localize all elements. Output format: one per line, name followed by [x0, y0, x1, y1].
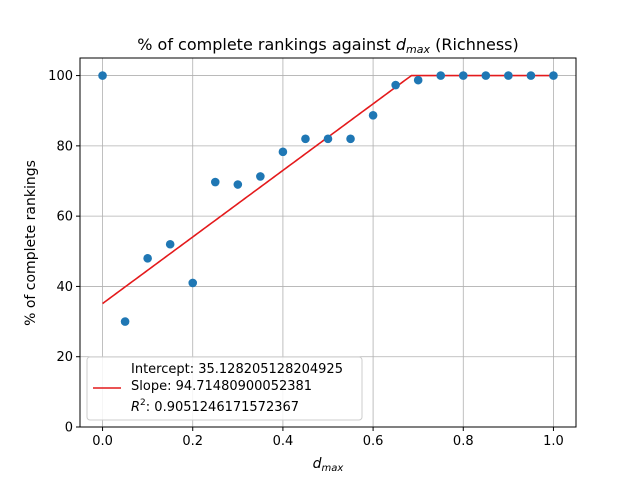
- x-axis-label: dmax: [313, 456, 344, 474]
- legend-r2: R2: 0.9051246171572367: [131, 398, 299, 415]
- data-point: [481, 71, 491, 80]
- fit-line-layer: [102, 74, 554, 305]
- chart-title: % of complete rankings against dmax (Ric…: [137, 35, 518, 56]
- data-point: [346, 134, 355, 144]
- x-axis-ticks: 0.0 0.2 0.4 0.6 0.8 1.0: [92, 427, 564, 449]
- points-layer: [98, 71, 558, 326]
- data-point: [210, 177, 220, 187]
- data-point: [278, 147, 288, 157]
- legend-slope: Slope: 94.71480900052381: [131, 379, 312, 394]
- legend-r2-prefix: R: [131, 400, 140, 415]
- data-point: [301, 134, 310, 144]
- x-tick-label: 0.0: [92, 434, 113, 449]
- y-axis-ticks: 0 20 40 60 80 100: [48, 69, 80, 436]
- data-point: [549, 71, 558, 80]
- chart-title-suffix: (Richness): [430, 35, 519, 54]
- x-tick-label: 0.6: [363, 434, 384, 449]
- data-point: [98, 71, 107, 80]
- x-axis-label-sub: max: [322, 463, 344, 474]
- legend-intercept: Intercept: 35.128205128204925: [131, 362, 343, 377]
- data-point: [256, 172, 265, 181]
- data-point: [504, 71, 513, 80]
- data-point: [526, 71, 536, 80]
- legend-r2-value: : 0.9051246171572367: [146, 400, 299, 415]
- data-point: [143, 254, 152, 263]
- x-axis-label-var: d: [313, 456, 322, 472]
- legend-box: [86, 356, 363, 421]
- data-point: [391, 80, 400, 90]
- legend-r2-sup: 2: [140, 398, 146, 408]
- axes-frame: [79, 57, 577, 428]
- data-point: [233, 180, 243, 189]
- y-tick-label: 60: [56, 210, 73, 225]
- y-axis-label: % of complete rankings: [23, 160, 39, 326]
- data-point: [165, 239, 175, 249]
- y-tick-label: 0: [65, 421, 73, 436]
- data-point: [188, 278, 198, 288]
- y-tick-label: 40: [56, 280, 73, 295]
- y-tick-label: 20: [56, 350, 73, 365]
- legend: Intercept: 35.128205128204925 Slope: 94.…: [86, 356, 363, 421]
- x-tick-label: 0.8: [453, 434, 474, 449]
- data-point: [436, 71, 446, 80]
- chart-title-main: % of complete rankings against: [137, 35, 396, 54]
- chart-title-sub: max: [406, 43, 430, 56]
- data-point: [458, 71, 468, 80]
- x-tick-label: 0.2: [182, 434, 203, 449]
- data-point: [413, 75, 423, 85]
- y-tick-label: 80: [56, 139, 73, 154]
- data-point: [323, 134, 333, 144]
- fit-line: [102, 74, 554, 305]
- x-tick-label: 1.0: [543, 434, 564, 449]
- data-point: [120, 317, 130, 326]
- chart-title-var: d: [396, 35, 407, 54]
- y-tick-label: 100: [48, 69, 73, 84]
- data-point: [368, 110, 378, 120]
- x-tick-label: 0.4: [273, 434, 294, 449]
